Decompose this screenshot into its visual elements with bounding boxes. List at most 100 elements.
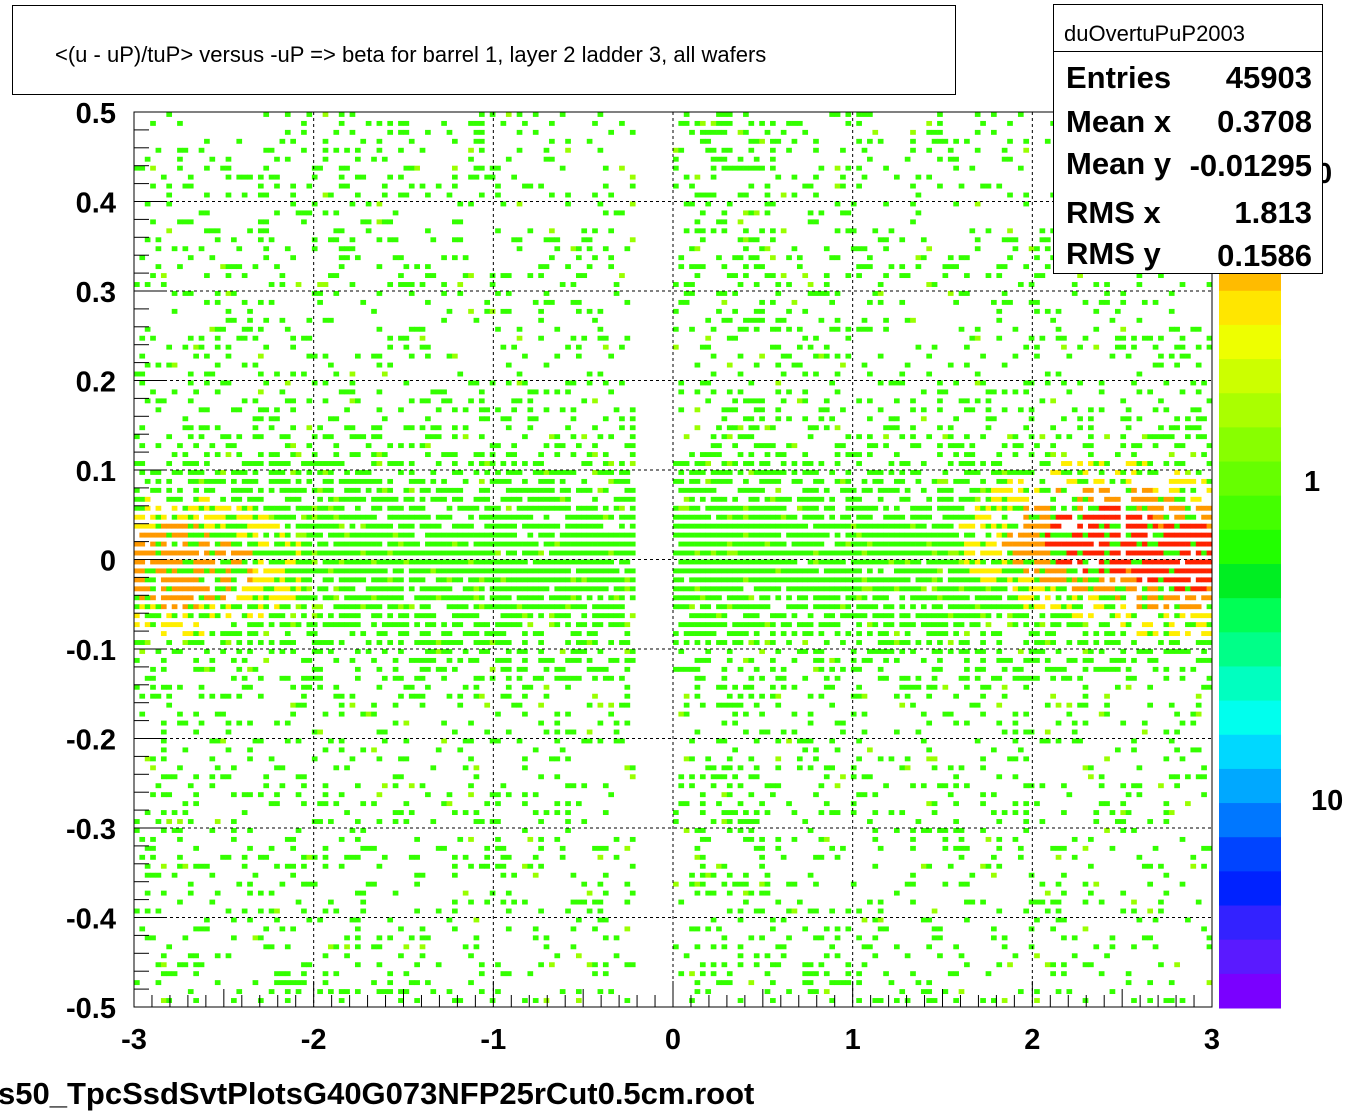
heatmap-cell	[748, 416, 755, 422]
heatmap-cell	[602, 872, 609, 878]
heatmap-cell	[376, 523, 383, 529]
heatmap-cell	[915, 532, 922, 538]
heatmap-cell	[737, 622, 744, 628]
heatmap-cell	[263, 604, 270, 610]
heatmap-cell	[893, 416, 900, 422]
heatmap-cell	[678, 541, 685, 547]
heatmap-cell	[344, 470, 350, 475]
heatmap-cell	[468, 836, 474, 842]
heatmap-cell	[829, 586, 835, 592]
heatmap-cell	[317, 684, 323, 690]
heatmap-cell	[629, 550, 636, 556]
heatmap-cell	[435, 183, 442, 189]
heatmap-cell	[209, 872, 216, 878]
heatmap-cell	[322, 353, 329, 359]
heatmap-cell	[301, 604, 307, 610]
heatmap-cell	[187, 559, 194, 565]
heatmap-cell	[554, 559, 561, 565]
heatmap-cell	[764, 273, 771, 279]
heatmap-cell	[478, 640, 485, 645]
heatmap-cell	[845, 604, 852, 610]
heatmap-cell	[220, 470, 226, 475]
heatmap-cell	[689, 577, 695, 583]
heatmap-cell	[279, 604, 286, 610]
heatmap-cell	[247, 487, 253, 493]
heatmap-cell	[867, 541, 873, 547]
heatmap-cell	[877, 496, 884, 502]
heatmap-cell	[468, 657, 474, 663]
heatmap-cell	[144, 935, 151, 941]
heatmap-cell	[500, 478, 507, 484]
heatmap-cell	[947, 496, 954, 502]
heatmap-cell	[365, 228, 372, 234]
heatmap-cell	[392, 595, 399, 601]
heatmap-cell	[764, 201, 771, 207]
heatmap-cell	[155, 398, 162, 404]
heatmap-cell	[214, 362, 221, 368]
heatmap-cell	[802, 980, 809, 986]
heatmap-cell	[225, 747, 232, 753]
heatmap-cell	[446, 487, 453, 493]
heatmap-cell	[360, 434, 367, 440]
heatmap-cell	[344, 595, 350, 601]
heatmap-cell	[910, 398, 916, 404]
heatmap-cell	[807, 183, 814, 189]
heatmap-cell	[522, 765, 528, 771]
heatmap-cell	[441, 282, 447, 287]
heatmap-cell	[522, 586, 528, 592]
heatmap-cell	[915, 595, 922, 601]
heatmap-cell	[802, 649, 809, 654]
heatmap-cell	[403, 989, 410, 995]
heatmap-cell	[942, 783, 949, 789]
heatmap-cell	[721, 863, 728, 869]
heatmap-cell	[818, 649, 825, 654]
heatmap-cell	[414, 980, 420, 986]
heatmap-cell	[220, 523, 226, 529]
heatmap-cell	[586, 890, 593, 896]
heatmap-cell	[220, 541, 226, 547]
heatmap-cell	[575, 899, 582, 905]
heatmap-cell	[182, 604, 189, 610]
heatmap-cell	[193, 792, 199, 798]
heatmap-cell	[252, 478, 259, 484]
heatmap-cell	[575, 299, 582, 305]
heatmap-cell	[478, 532, 485, 538]
heatmap-cell	[592, 425, 598, 431]
heatmap-cell	[403, 541, 410, 547]
heatmap-cell	[559, 112, 566, 117]
heatmap-cell	[549, 237, 555, 243]
heatmap-cell	[268, 801, 275, 807]
heatmap-cell	[581, 550, 588, 556]
heatmap-cell	[813, 568, 819, 574]
heatmap-cell	[840, 523, 846, 529]
heatmap-cell	[823, 801, 830, 807]
heatmap-cell	[619, 613, 625, 619]
heatmap-cell	[236, 631, 243, 637]
heatmap-cell	[786, 908, 792, 914]
heatmap-cell	[597, 649, 604, 654]
heatmap-cell	[349, 523, 356, 529]
heatmap-cell	[920, 461, 927, 466]
heatmap-cell	[759, 299, 765, 305]
heatmap-cell	[338, 174, 345, 180]
heatmap-cell	[958, 496, 965, 502]
heatmap-cell	[759, 935, 765, 941]
heatmap-cell	[565, 908, 571, 914]
heatmap-cell	[592, 666, 598, 672]
heatmap-cell	[511, 541, 517, 547]
heatmap-cell	[252, 631, 259, 637]
heatmap-cell	[759, 845, 765, 851]
heatmap-cell	[150, 622, 156, 628]
heatmap-cell	[177, 577, 183, 583]
heatmap-cell	[478, 604, 485, 610]
heatmap-cell	[883, 201, 889, 207]
heatmap-cell	[204, 380, 210, 386]
heatmap-cell	[279, 765, 286, 771]
heatmap-cell	[452, 407, 458, 413]
heatmap-cell	[241, 595, 248, 601]
heatmap-cell	[419, 872, 426, 878]
heatmap-cell	[888, 541, 895, 547]
heatmap-cell	[171, 550, 178, 556]
heatmap-cell	[543, 514, 550, 520]
heatmap-cell	[753, 264, 760, 270]
